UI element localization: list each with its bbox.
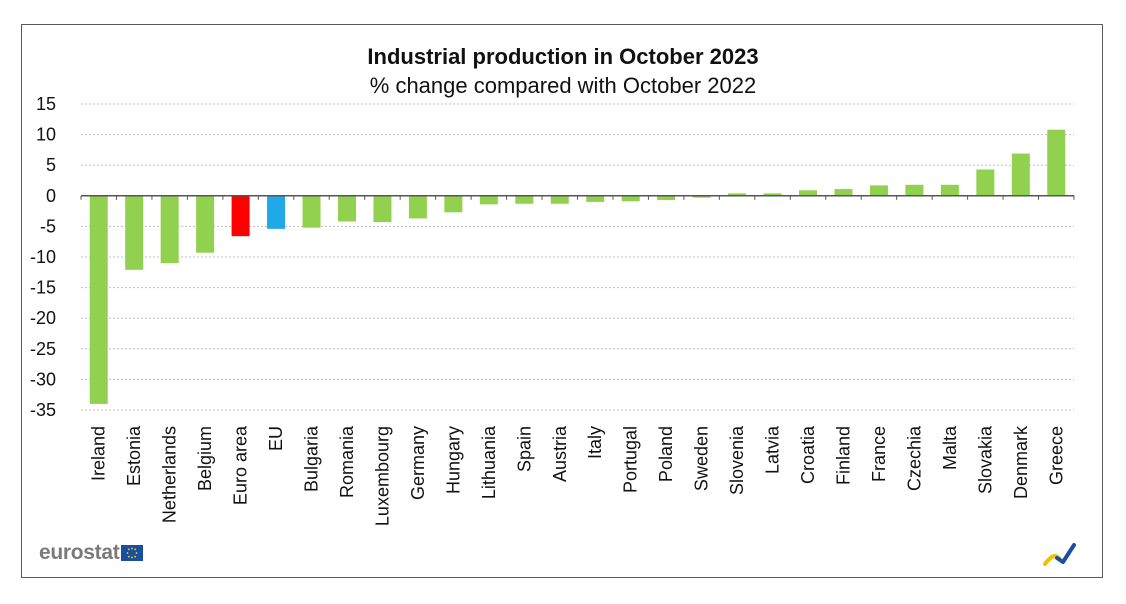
x-category-label: Germany (408, 426, 428, 500)
x-category-label: EU (266, 426, 286, 451)
bar-ireland (89, 195, 108, 404)
x-category-label: Estonia (124, 425, 144, 486)
bar-malta (940, 184, 959, 196)
x-category-label: Denmark (1011, 425, 1031, 499)
eurostat-swoosh-icon (1043, 543, 1076, 566)
bars (89, 129, 1066, 404)
x-category-label: Croatia (798, 425, 818, 484)
chart-title: Industrial production in October 2023 (367, 44, 759, 69)
x-category-label: France (869, 426, 889, 482)
x-category-label: Slovenia (727, 425, 747, 495)
x-category-label: Lithuania (479, 425, 499, 499)
bar-lithuania (479, 195, 498, 205)
bar-bulgaria (302, 195, 321, 228)
y-tick-label: -25 (30, 339, 56, 359)
bar-greece (1047, 129, 1066, 196)
y-tick-label: 15 (36, 94, 56, 114)
x-category-label: Bulgaria (302, 425, 322, 492)
bar-euro-area (231, 195, 250, 237)
x-category-label: Ireland (89, 426, 109, 481)
bar-slovenia (728, 193, 747, 196)
x-category-label: Latvia (763, 425, 783, 474)
y-tick-label: -15 (30, 278, 56, 298)
y-tick-label: 10 (36, 125, 56, 145)
x-category-label: Slovakia (975, 425, 995, 494)
x-category-label: Netherlands (160, 426, 180, 523)
bar-italy (586, 195, 605, 202)
bar-germany (408, 195, 427, 219)
eurostat-logo: eurostat (39, 541, 144, 565)
y-tick-label: 0 (46, 186, 56, 206)
x-category-label: Hungary (443, 426, 463, 494)
bar-hungary (444, 195, 463, 213)
bar-poland (657, 195, 676, 201)
x-category-label: Sweden (692, 426, 712, 491)
x-category-label: Malta (940, 425, 960, 470)
bar-croatia (799, 190, 818, 196)
y-tick-label: -35 (30, 400, 56, 420)
bar-denmark (1011, 153, 1030, 196)
bar-austria (550, 195, 569, 204)
bar-spain (515, 195, 534, 204)
x-category-label: Spain (514, 426, 534, 472)
bar-eu (267, 195, 286, 229)
eu-flag-icon (121, 545, 144, 561)
bar-finland (834, 189, 853, 196)
y-tick-label: -30 (30, 369, 56, 389)
x-category-label: Luxembourg (372, 426, 392, 526)
y-axis-tick-labels: 15 10 5 0 -5 -10 -15 -20 -25 -30 -35 (30, 94, 56, 420)
bar-portugal (621, 195, 640, 202)
x-category-label: Belgium (195, 426, 215, 491)
x-axis (80, 195, 1075, 200)
y-tick-label: 5 (46, 155, 56, 175)
bar-netherlands (160, 195, 179, 264)
y-tick-label: -10 (30, 247, 56, 267)
y-tick-label: -20 (30, 308, 56, 328)
x-category-label: Poland (656, 426, 676, 482)
bar-czechia (905, 184, 924, 196)
x-category-label: Romania (337, 425, 357, 498)
bar-slovakia (976, 169, 995, 196)
x-category-label: Finland (833, 426, 853, 485)
bar-estonia (125, 195, 144, 270)
eurostat-logo-text: eurostat (39, 541, 120, 564)
chart-frame (21, 24, 1103, 578)
bar-belgium (196, 195, 215, 253)
x-category-label: Czechia (904, 425, 924, 491)
bar-france (869, 185, 888, 196)
chart-subtitle: % change compared with October 2022 (369, 73, 757, 98)
bar-romania (337, 195, 356, 222)
x-category-label: Greece (1046, 426, 1066, 485)
gridlines (81, 103, 1074, 411)
bar-luxembourg (373, 195, 392, 223)
x-category-label: Euro area (231, 425, 251, 505)
x-category-label: Italy (585, 426, 605, 459)
y-tick-label: -5 (40, 216, 56, 236)
x-axis-category-labels: Ireland Estonia Netherlands Belgium Euro are… (89, 425, 1067, 526)
x-category-label: Austria (550, 425, 570, 482)
bar-latvia (763, 193, 782, 196)
bar-sweden (692, 195, 711, 198)
x-category-label: Portugal (621, 426, 641, 493)
